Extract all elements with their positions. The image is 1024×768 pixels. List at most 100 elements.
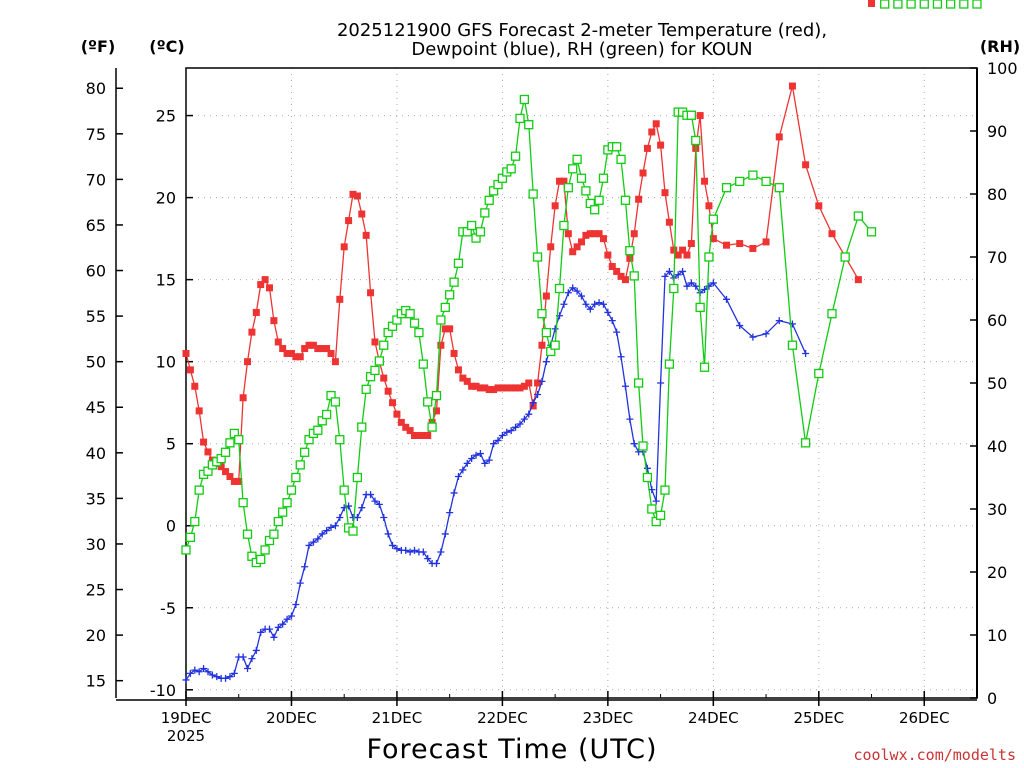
dewpoint-point (450, 489, 458, 497)
rh-point (418, 359, 428, 369)
celsius-axis-unit: (ºC) (149, 37, 184, 56)
celsius-tick-label: -10 (150, 681, 176, 700)
temperature-point (490, 386, 498, 394)
celsius-tick-label: 10 (156, 353, 176, 372)
rh-point (827, 309, 837, 319)
dewpoint-point (419, 548, 427, 556)
rh-point (559, 220, 569, 231)
temperature-point (305, 341, 313, 349)
rh-point (330, 397, 341, 407)
rh-point (704, 252, 714, 262)
dewpoint-point (279, 620, 287, 628)
temperature-point (235, 477, 243, 485)
temperature-point (661, 189, 669, 197)
dewpoint-point (775, 317, 783, 325)
temperature-point (424, 432, 432, 439)
temperature-point (802, 161, 810, 169)
rh-tick-label: 60 (987, 311, 1007, 330)
temperature-point (705, 202, 713, 210)
rh-tick-label: 90 (987, 122, 1007, 141)
rh-point (190, 516, 200, 527)
dewpoint-point (551, 325, 559, 333)
rh-point (445, 290, 455, 300)
rh-point (453, 258, 464, 268)
temperature-point (665, 218, 673, 226)
rh-point (647, 504, 657, 514)
dewpoint-point (305, 541, 313, 549)
rh-point (945, 0, 956, 9)
temperature-point (538, 341, 546, 349)
dewpoint-point (490, 440, 498, 448)
temperature-series (182, 0, 981, 485)
rh-point (853, 211, 863, 221)
dewpoint-point (749, 333, 757, 341)
temperature-point (516, 384, 524, 392)
dewpoint-point (406, 548, 414, 556)
temperature-point (542, 292, 550, 300)
dewpoint-series (183, 268, 810, 684)
dewpoint-point (353, 514, 361, 522)
rh-tick-label: 70 (987, 248, 1007, 267)
rh-point (357, 422, 367, 432)
temperature-point (560, 177, 568, 185)
temperature-point (617, 272, 625, 280)
temperature-point (525, 379, 533, 387)
dewpoint-point (586, 305, 594, 313)
temperature-point (323, 345, 331, 353)
rh-point (629, 271, 639, 281)
temperature-point (336, 295, 344, 303)
rh-point (594, 195, 604, 205)
dewpoint-point (472, 451, 480, 459)
dewpoint-point (182, 676, 190, 684)
rh-point (581, 186, 591, 196)
temperature-point (828, 230, 836, 238)
temperature-point (476, 384, 484, 392)
temperature-point (604, 251, 612, 259)
rh-point (880, 0, 890, 9)
data-series (181, 0, 982, 684)
temperature-point (371, 338, 379, 346)
fahrenheit-tick-label: 55 (86, 307, 106, 326)
rh-point (814, 368, 824, 379)
temperature-point (854, 276, 862, 284)
rh-point (181, 545, 191, 555)
rh-point (510, 151, 521, 161)
celsius-tick-label: 25 (156, 107, 176, 126)
tick-labels: 15 20 25 30 35 40 45 50 55 60 65 70 75 80 -10 -5 0 5 10 15 2… (86, 59, 1018, 727)
dewpoint-point (652, 497, 660, 505)
temperature-point (586, 230, 594, 238)
dewpoint-point (367, 491, 375, 499)
temperature-point (608, 263, 616, 271)
celsius-tick-label: 0 (166, 517, 176, 536)
dewpoint-point (709, 279, 717, 287)
dewpoint-point (591, 300, 599, 308)
temperature-point (432, 407, 440, 415)
dewpoint-point (204, 668, 212, 676)
rh-point (695, 302, 705, 313)
x-tick-label: 20DEC (266, 709, 317, 727)
celsius-tick-label: 5 (166, 435, 176, 454)
dewpoint-point (604, 308, 612, 316)
rh-point (374, 356, 385, 366)
dewpoint-point (613, 328, 621, 336)
temperature-point (723, 241, 731, 249)
rh-point (225, 438, 235, 448)
temperature-point (679, 246, 687, 254)
temperature-point (380, 374, 388, 382)
temperature-point (599, 235, 607, 243)
dewpoint-point (375, 500, 383, 508)
rh-point (440, 302, 450, 313)
temperature-point (200, 438, 208, 446)
rh-point (550, 340, 560, 350)
rh-point (361, 384, 371, 394)
temperature-point (494, 384, 502, 392)
temperature-point (244, 358, 252, 366)
temperature-point (520, 382, 528, 390)
temperature-point (635, 195, 643, 203)
fahrenheit-tick-label: 30 (86, 535, 106, 554)
celsius-tick-label: 15 (156, 271, 176, 290)
rh-point (532, 252, 543, 262)
rh-point (625, 246, 635, 256)
temperature-point (257, 281, 265, 289)
rh-point (699, 362, 710, 372)
